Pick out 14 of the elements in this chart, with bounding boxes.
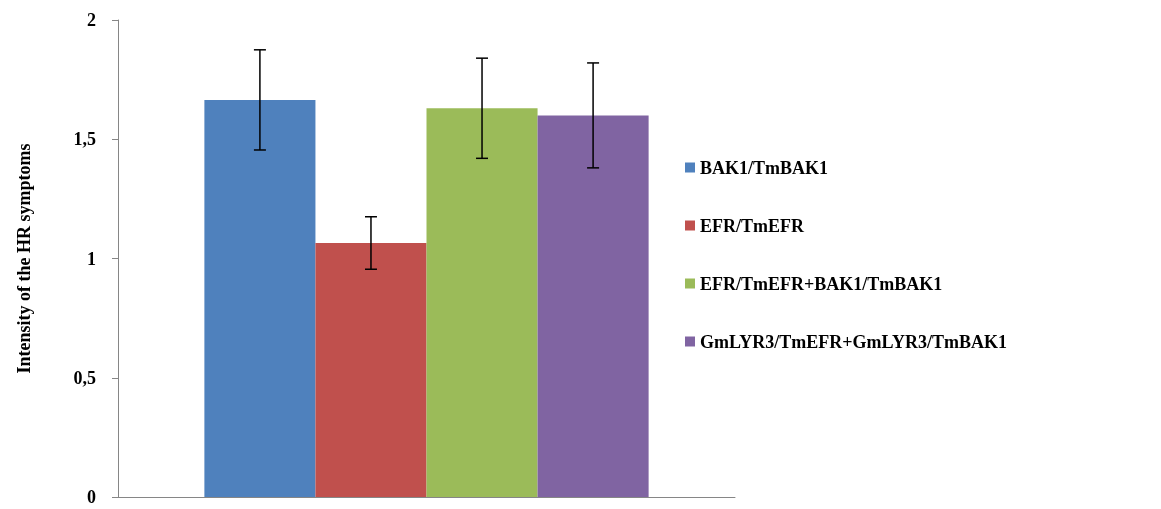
- bar: [204, 99, 316, 497]
- bar: [315, 243, 427, 497]
- bar: [426, 108, 538, 497]
- legend-label: GmLYR3/TmEFR+GmLYR3/TmBAK1: [700, 331, 1007, 352]
- legend-label: EFR/TmEFR+BAK1/TmBAK1: [700, 273, 943, 294]
- y-tick-label: 1,5: [73, 129, 96, 150]
- bar: [537, 115, 649, 497]
- y-tick-label: 1: [87, 248, 96, 269]
- legend-label: EFR/TmEFR: [700, 215, 805, 236]
- legend-label: BAK1/TmBAK1: [700, 157, 829, 178]
- y-tick-label: 0,5: [73, 367, 96, 388]
- y-axis-title: Intensity of the HR symptoms: [14, 143, 34, 374]
- y-tick-label: 2: [87, 10, 96, 30]
- y-tick-label: 0: [87, 487, 96, 507]
